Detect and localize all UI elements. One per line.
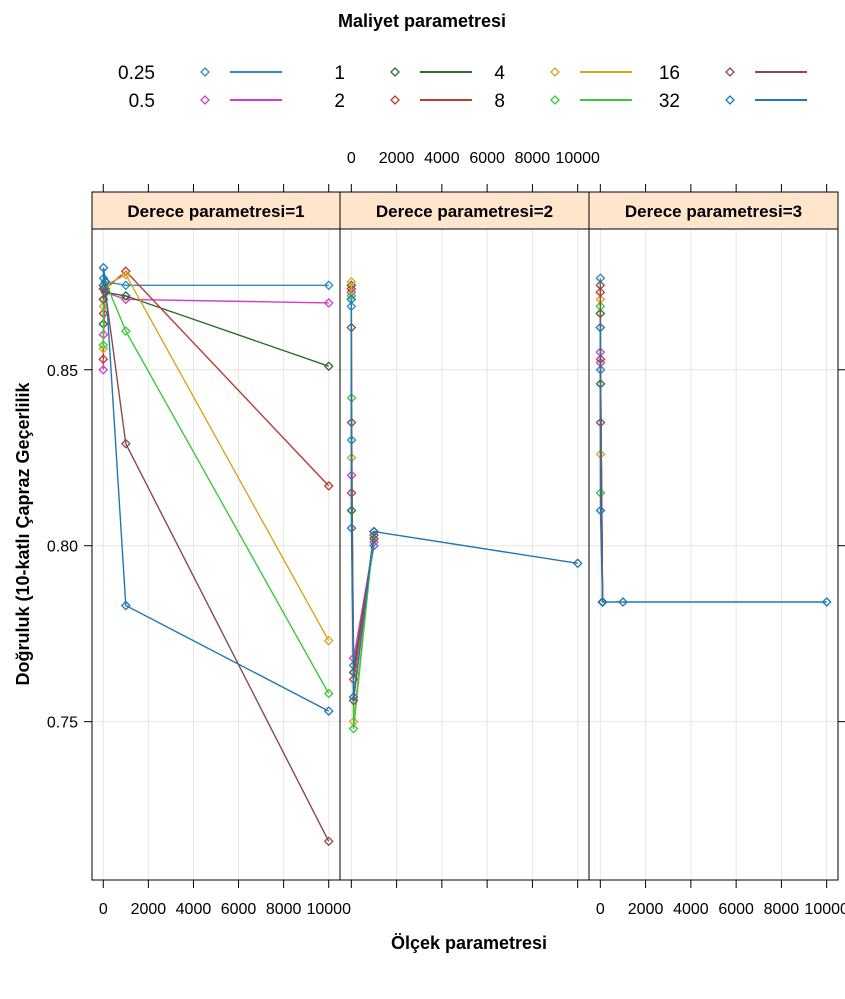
- legend-label-8: 8: [494, 91, 505, 112]
- legend-label-0-25: 0.25: [118, 63, 155, 84]
- series-line-4: [102, 273, 330, 642]
- panel-2: Derece parametresi=2: [339, 191, 590, 881]
- x-tick-label-top: 6000: [469, 150, 505, 167]
- panel-border: [339, 228, 590, 881]
- data-point-32: [348, 692, 359, 702]
- data-point-2: [98, 354, 109, 365]
- series-line-32: [599, 327, 827, 603]
- x-tick-label: 8000: [266, 901, 302, 918]
- data-point-16: [595, 280, 606, 291]
- data-point-32: [346, 294, 357, 305]
- series-line-1: [102, 291, 329, 367]
- data-point-32: [597, 597, 608, 607]
- data-point-32: [98, 262, 109, 273]
- panel-strip: [588, 191, 839, 230]
- data-point-32: [821, 597, 832, 607]
- x-tick-label: 2000: [131, 901, 167, 918]
- data-point-32: [323, 706, 334, 717]
- x-axis-label: Ölçek parametresi: [391, 933, 547, 953]
- x-tick-label-top: 2000: [379, 150, 415, 167]
- data-point-1: [120, 290, 131, 301]
- legend-label-4: 4: [494, 63, 505, 84]
- data-point-16: [100, 287, 111, 298]
- x-tick-label: 4000: [176, 901, 212, 918]
- legend-marker-2: [390, 95, 400, 105]
- x-tick-label-top: 10000: [555, 150, 600, 167]
- data-point-8: [323, 688, 334, 699]
- legend-marker-0-25: [200, 67, 210, 77]
- y-tick-label: 0.75: [47, 715, 78, 732]
- legend-label-0-5: 0.5: [129, 91, 155, 112]
- legend-marker-1: [390, 67, 400, 77]
- data-point-0-25: [323, 280, 334, 291]
- data-point-16: [120, 438, 131, 449]
- x-tick-label: 2000: [628, 901, 664, 918]
- data-point-32: [369, 526, 379, 537]
- data-point-32: [572, 558, 583, 569]
- legend: 0.25 0.5 1 2 4 8 16 32: [118, 63, 807, 112]
- data-point-2: [323, 480, 334, 491]
- data-point-16: [323, 836, 334, 847]
- x-tick-label: 10000: [306, 901, 351, 918]
- data-point-0-5: [323, 297, 334, 308]
- legend-label-2: 2: [334, 91, 345, 112]
- data-point-32: [595, 322, 606, 333]
- panel-border: [588, 228, 839, 881]
- series-line-16: [102, 286, 330, 842]
- series-line-32: [350, 299, 578, 698]
- data-point-4: [346, 276, 357, 287]
- x-tick-label: 8000: [764, 901, 800, 918]
- x-tick-label-top: 4000: [424, 150, 460, 167]
- y-tick-label: 0.85: [47, 363, 78, 380]
- legend-marker-4: [550, 67, 560, 77]
- legend-label-1: 1: [334, 63, 345, 84]
- data-point-0-25: [595, 273, 606, 284]
- panel-strip-label: Derece parametresi=1: [127, 202, 304, 221]
- legend-title: Maliyet parametresi: [338, 11, 506, 31]
- legend-marker-32: [725, 95, 735, 105]
- series-line-32: [102, 267, 330, 712]
- data-point-32: [120, 600, 131, 611]
- panels: Derece parametresi=1 Derece parametresi=2…: [91, 191, 839, 881]
- data-point-0-5: [98, 364, 109, 375]
- series-line-2: [102, 270, 330, 487]
- data-point-1: [323, 361, 334, 372]
- data-point-0-25: [120, 280, 131, 291]
- legend-marker-8: [550, 95, 560, 105]
- data-point-8: [348, 723, 359, 734]
- y-axis-label: Doğruluk (10-katlı Çapraz Geçerlilik: [13, 381, 33, 685]
- legend-marker-0-5: [200, 95, 210, 105]
- data-point-32: [98, 280, 109, 291]
- data-point-32: [100, 276, 111, 287]
- panel-1: Derece parametresi=1: [91, 191, 341, 881]
- x-tick-label: 4000: [673, 901, 709, 918]
- panel-3: Derece parametresi=3: [588, 191, 839, 881]
- series-line-8: [102, 281, 330, 694]
- x-tick-label: 0: [99, 901, 108, 918]
- x-tick-label: 6000: [221, 901, 257, 918]
- series-line-0-5: [102, 291, 329, 370]
- legend-label-32: 32: [659, 91, 680, 112]
- data-point-8: [120, 326, 131, 336]
- data-point-4: [323, 635, 334, 646]
- data-point-32: [595, 505, 606, 516]
- panel-strip-label: Derece parametresi=3: [625, 202, 802, 221]
- data-point-8: [98, 340, 109, 351]
- data-point-32: [346, 523, 357, 534]
- legend-marker-16: [725, 67, 735, 77]
- legend-label-16: 16: [659, 63, 680, 84]
- data-point-4: [120, 269, 131, 280]
- x-tick-label-top: 0: [347, 150, 356, 167]
- outer-frame: [91, 191, 839, 881]
- x-tick-label: 0: [596, 901, 605, 918]
- x-tick-label: 10000: [804, 901, 845, 918]
- data-point-32: [618, 597, 628, 607]
- panel-strip-label: Derece parametresi=2: [376, 202, 553, 221]
- axes: 0 2000 4000 6000 8000 10000 0 2000 4000 6000 8000 1…: [47, 150, 845, 918]
- x-tick-label-top: 8000: [515, 150, 551, 167]
- x-tick-label: 6000: [718, 901, 754, 918]
- y-tick-label: 0.80: [47, 539, 78, 556]
